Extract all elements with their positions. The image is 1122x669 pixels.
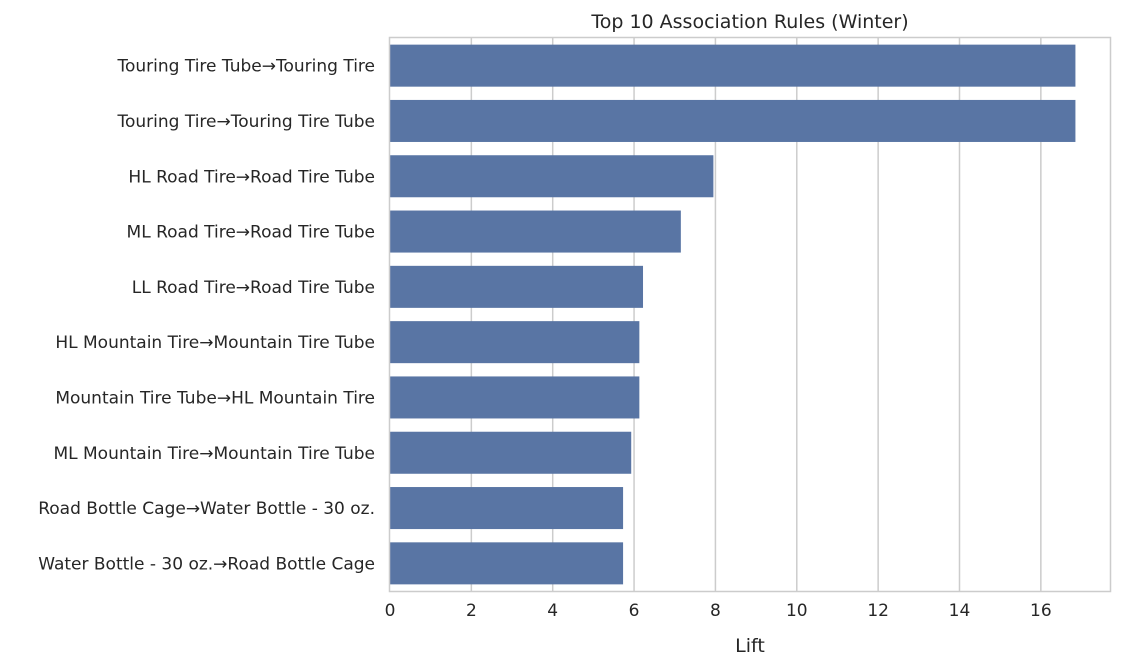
bar: [390, 265, 644, 308]
category-label: ML Road Tire→Road Tire Tube: [127, 223, 375, 243]
category-label: ML Mountain Tire→Mountain Tire Tube: [53, 444, 375, 464]
category-label: Road Bottle Cage→Water Bottle - 30 oz.: [38, 499, 375, 519]
category-label: Water Bottle - 30 oz.→Road Bottle Cage: [38, 554, 375, 574]
x-tick-label: 0: [385, 601, 396, 621]
x-tick-label: 4: [547, 601, 558, 621]
x-tick-label: 12: [867, 601, 889, 621]
x-tick-label: 14: [949, 601, 971, 621]
xtick-layer: 0 2 4 6 8 10 12 14 16: [385, 601, 1052, 621]
x-tick-label: 10: [786, 601, 808, 621]
chart-title: Top 10 Association Rules (Winter): [590, 11, 908, 33]
category-label: Mountain Tire Tube→HL Mountain Tire: [55, 388, 375, 408]
bar: [390, 44, 1076, 87]
x-tick-label: 6: [629, 601, 640, 621]
category-label: Touring Tire Tube→Touring Tire: [117, 57, 376, 77]
x-tick-label: 2: [466, 601, 477, 621]
category-label: LL Road Tire→Road Tire Tube: [132, 278, 375, 298]
category-label: HL Mountain Tire→Mountain Tire Tube: [55, 333, 375, 353]
category-label-layer: Touring Tire Tube→Touring Tire Touring Ti…: [38, 57, 375, 575]
bar: [390, 99, 1076, 142]
x-tick-label: 16: [1030, 601, 1052, 621]
plot-frame: [388, 36, 1112, 593]
bar: [390, 376, 640, 419]
bar: [390, 487, 624, 530]
bar: [390, 155, 714, 198]
bar: [390, 210, 681, 253]
bar: [390, 542, 624, 585]
bar: [390, 431, 632, 474]
x-tick-label: 8: [710, 601, 721, 621]
x-axis-label: Lift: [735, 635, 765, 657]
bar: [390, 321, 640, 364]
category-label: HL Road Tire→Road Tire Tube: [128, 167, 375, 187]
category-label: Touring Tire→Touring Tire Tube: [117, 112, 376, 132]
bar-layer: [390, 44, 1076, 585]
